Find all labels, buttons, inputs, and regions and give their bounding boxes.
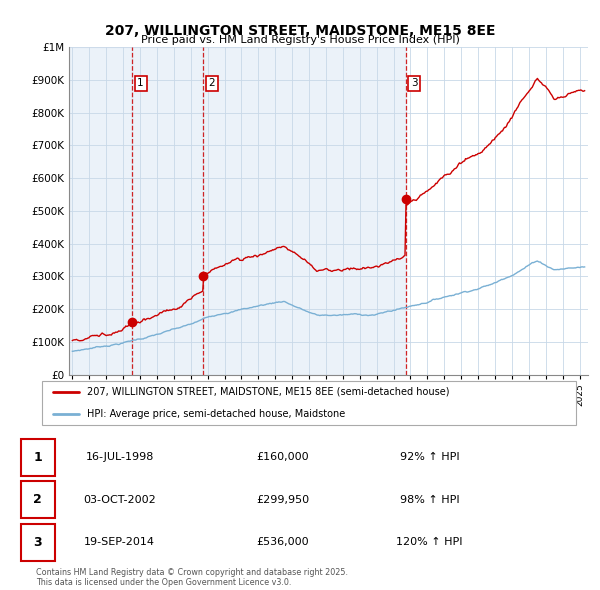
Bar	[69, 47, 132, 375]
Text: 2: 2	[208, 78, 215, 88]
FancyBboxPatch shape	[21, 481, 55, 519]
Bar	[203, 47, 406, 375]
Text: 98% ↑ HPI: 98% ↑ HPI	[400, 495, 460, 504]
Text: £160,000: £160,000	[257, 453, 310, 462]
FancyBboxPatch shape	[21, 439, 55, 476]
Text: 120% ↑ HPI: 120% ↑ HPI	[397, 537, 463, 547]
Text: £299,950: £299,950	[257, 495, 310, 504]
Text: 1: 1	[137, 78, 144, 88]
Text: £536,000: £536,000	[257, 537, 310, 547]
FancyBboxPatch shape	[21, 524, 55, 560]
Text: 03-OCT-2002: 03-OCT-2002	[83, 495, 156, 504]
Text: 16-JUL-1998: 16-JUL-1998	[85, 453, 154, 462]
Text: 3: 3	[411, 78, 418, 88]
FancyBboxPatch shape	[42, 381, 576, 425]
Bar	[132, 47, 203, 375]
Text: 207, WILLINGTON STREET, MAIDSTONE, ME15 8EE: 207, WILLINGTON STREET, MAIDSTONE, ME15 …	[105, 24, 495, 38]
Text: 1: 1	[34, 451, 42, 464]
Text: 19-SEP-2014: 19-SEP-2014	[84, 537, 155, 547]
Text: 2: 2	[34, 493, 42, 506]
Text: Price paid vs. HM Land Registry's House Price Index (HPI): Price paid vs. HM Land Registry's House …	[140, 35, 460, 45]
Text: 207, WILLINGTON STREET, MAIDSTONE, ME15 8EE (semi-detached house): 207, WILLINGTON STREET, MAIDSTONE, ME15 …	[88, 386, 450, 396]
Text: 92% ↑ HPI: 92% ↑ HPI	[400, 453, 460, 462]
Text: HPI: Average price, semi-detached house, Maidstone: HPI: Average price, semi-detached house,…	[88, 409, 346, 419]
Text: 3: 3	[34, 536, 42, 549]
Text: Contains HM Land Registry data © Crown copyright and database right 2025.
This d: Contains HM Land Registry data © Crown c…	[36, 568, 348, 587]
